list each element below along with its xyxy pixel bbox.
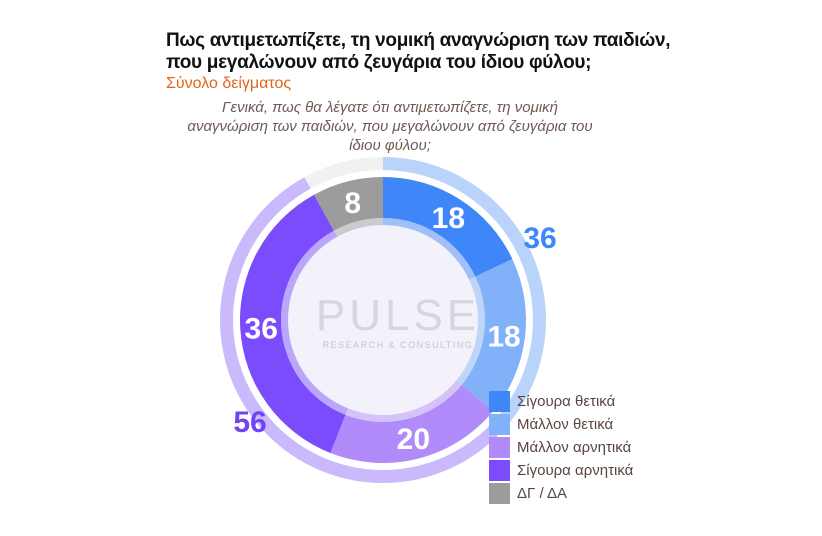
legend-item: Μάλλον θετικά [489,413,633,436]
legend-swatch [489,460,510,481]
legend-swatch [489,414,510,435]
legend-label: Μάλλον αρνητικά [517,439,632,456]
inner-slice-rim-4 [333,218,383,237]
chart-title: Πως αντιμετωπίζετε, τη νομική αναγνώριση… [166,30,671,73]
inner-slice-0 [383,177,513,277]
watermark-logo: PULSE [316,291,480,340]
legend-label: ΔΓ / ΔΑ [517,485,567,502]
legend-swatch [489,391,510,412]
inner-value-label: 8 [344,187,361,220]
outer-slice-0 [383,157,546,424]
inner-slice-1 [461,259,526,412]
inner-value-label: 18 [487,320,520,353]
inner-slice-rim-0 [383,218,476,280]
outer-slice-2 [304,157,383,189]
legend: Σίγουρα θετικά Μάλλον θετικά Μάλλον αρνητι… [489,390,633,505]
inner-slice-rim-3 [281,230,349,415]
legend-item: Μάλλον αρνητικά [489,436,633,459]
watermark-tagline: RESEARCH & CONSULTING [323,340,474,350]
legend-item: Σίγουρα θετικά [489,390,633,413]
legend-item: ΔΓ / ΔΑ [489,482,633,505]
inner-slice-rim-2 [345,380,462,422]
inner-value-label: 18 [432,202,465,235]
legend-label: Σίγουρα θετικά [517,393,616,410]
legend-label: Μάλλον θετικά [517,416,614,433]
legend-swatch [489,483,510,504]
legend-swatch [489,437,510,458]
outer-value-label: 56 [233,406,266,439]
inner-slice-3 [240,194,346,453]
chart-subtitle: Σύνολο δείγματος [166,75,292,92]
inner-value-label: 20 [397,423,430,456]
legend-label: Σίγουρα αρνητικά [517,462,634,479]
donut-center [281,218,485,422]
inner-slice-rim-1 [456,276,485,386]
legend-item: Σίγουρα αρνητικά [489,459,633,482]
inner-slice-2 [330,385,494,463]
inner-value-label: 36 [245,313,278,346]
outer-value-label: 36 [523,222,556,255]
chart-question: Γενικά, πως θα λέγατε ότι αντιμετωπίζετε… [187,99,593,154]
inner-slice-4 [314,177,383,231]
